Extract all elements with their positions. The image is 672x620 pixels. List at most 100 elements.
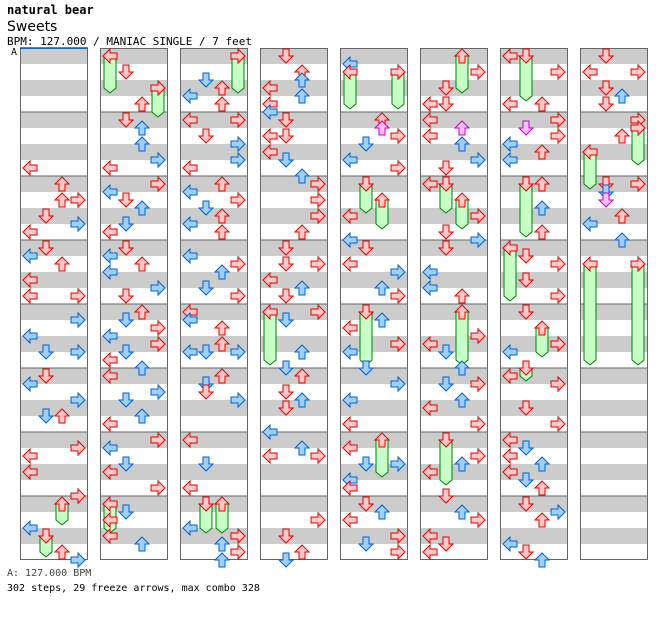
- arrow-down-icon: [197, 496, 215, 512]
- beat-stripe: [260, 528, 328, 544]
- arrow-up-icon: [373, 120, 391, 136]
- beat-stripe: [20, 496, 88, 512]
- arrow-up-icon: [133, 120, 151, 136]
- arrow-up-icon: [133, 360, 151, 376]
- arrow-up-icon: [533, 320, 551, 336]
- beat-stripe: [500, 432, 568, 448]
- arrow-left-icon: [422, 399, 438, 417]
- beat-stripe: [100, 496, 168, 512]
- beat-stripe: [180, 336, 248, 352]
- beat-stripe: [580, 272, 648, 288]
- arrow-left-icon: [22, 247, 38, 265]
- beat-stripe: [500, 144, 568, 160]
- arrow-left-icon: [102, 327, 118, 345]
- arrow-right-icon: [70, 191, 86, 209]
- beat-stripe: [260, 176, 328, 192]
- arrow-down-icon: [517, 360, 535, 376]
- arrow-right-icon: [550, 503, 566, 521]
- freeze-arrow-left: [583, 263, 597, 366]
- beat-stripe: [500, 496, 568, 512]
- arrow-up-icon: [213, 320, 231, 336]
- arrow-right-icon: [470, 207, 486, 225]
- beat-stripe: [420, 48, 488, 64]
- beat-stripe: [500, 336, 568, 352]
- arrow-left-icon: [22, 463, 38, 481]
- beat-stripe: [180, 400, 248, 416]
- arrow-down-icon: [277, 128, 295, 144]
- arrow-left-icon: [102, 527, 118, 545]
- arrow-right-icon: [390, 455, 406, 473]
- arrow-up-icon: [213, 264, 231, 280]
- beat-stripe: [420, 80, 488, 96]
- arrow-up-icon: [533, 224, 551, 240]
- arrow-right-icon: [550, 111, 566, 129]
- arrow-left-icon: [262, 143, 278, 161]
- arrow-left-icon: [182, 311, 198, 329]
- arrow-up-icon: [53, 408, 71, 424]
- beat-stripe: [180, 304, 248, 320]
- beat-stripe: [100, 432, 168, 448]
- beat-stripe: [180, 496, 248, 512]
- arrow-right-icon: [70, 439, 86, 457]
- arrow-down-icon: [357, 456, 375, 472]
- arrow-up-icon: [533, 200, 551, 216]
- beat-stripe: [500, 272, 568, 288]
- arrow-up-icon: [453, 48, 471, 64]
- arrow-right-icon: [230, 47, 246, 65]
- arrow-left-icon: [102, 47, 118, 65]
- beat-stripe: [20, 112, 88, 128]
- beat-stripe: [580, 112, 648, 128]
- arrow-left-icon: [502, 343, 518, 361]
- arrow-right-icon: [390, 287, 406, 305]
- beat-stripe: [340, 272, 408, 288]
- arrow-right-icon: [390, 63, 406, 81]
- arrow-up-icon: [533, 96, 551, 112]
- arrow-up-icon: [533, 552, 551, 568]
- arrow-down-icon: [357, 496, 375, 512]
- arrow-left-icon: [502, 239, 518, 257]
- arrow-up-icon: [613, 88, 631, 104]
- arrow-down-icon: [117, 64, 135, 80]
- arrow-down-icon: [277, 312, 295, 328]
- beat-stripe: [100, 176, 168, 192]
- beat-stripe: [340, 400, 408, 416]
- arrow-left-icon: [262, 127, 278, 145]
- beat-stripe: [500, 464, 568, 480]
- arrow-left-icon: [342, 343, 358, 361]
- arrow-left-icon: [102, 159, 118, 177]
- arrow-right-icon: [230, 135, 246, 153]
- arrow-left-icon: [182, 111, 198, 129]
- measure-column: [180, 48, 248, 560]
- arrow-down-icon: [517, 440, 535, 456]
- arrow-left-icon: [502, 135, 518, 153]
- arrow-down-icon: [357, 360, 375, 376]
- arrow-right-icon: [310, 511, 326, 529]
- beat-stripe: [500, 48, 568, 64]
- arrow-down-icon: [357, 136, 375, 152]
- beat-stripe: [580, 496, 648, 512]
- arrow-left-icon: [422, 279, 438, 297]
- arrow-right-icon: [70, 343, 86, 361]
- arrow-left-icon: [582, 63, 598, 81]
- arrow-down-icon: [517, 120, 535, 136]
- beat-stripe: [580, 144, 648, 160]
- beat-stripe: [100, 80, 168, 96]
- beat-stripe: [100, 48, 168, 64]
- arrow-left-icon: [342, 439, 358, 457]
- arrow-down-icon: [37, 344, 55, 360]
- arrow-up-icon: [293, 392, 311, 408]
- beat-stripe: [420, 208, 488, 224]
- arrow-up-icon: [453, 360, 471, 376]
- arrow-down-icon: [117, 312, 135, 328]
- arrow-up-icon: [213, 536, 231, 552]
- beat-stripe: [180, 112, 248, 128]
- arrow-left-icon: [182, 479, 198, 497]
- beat-stripe: [340, 144, 408, 160]
- beat-stripe: [420, 496, 488, 512]
- arrow-left-icon: [102, 223, 118, 241]
- arrow-down-icon: [277, 112, 295, 128]
- beat-stripe: [100, 304, 168, 320]
- arrow-left-icon: [262, 79, 278, 97]
- beat-stripe: [580, 176, 648, 192]
- arrow-left-icon: [502, 447, 518, 465]
